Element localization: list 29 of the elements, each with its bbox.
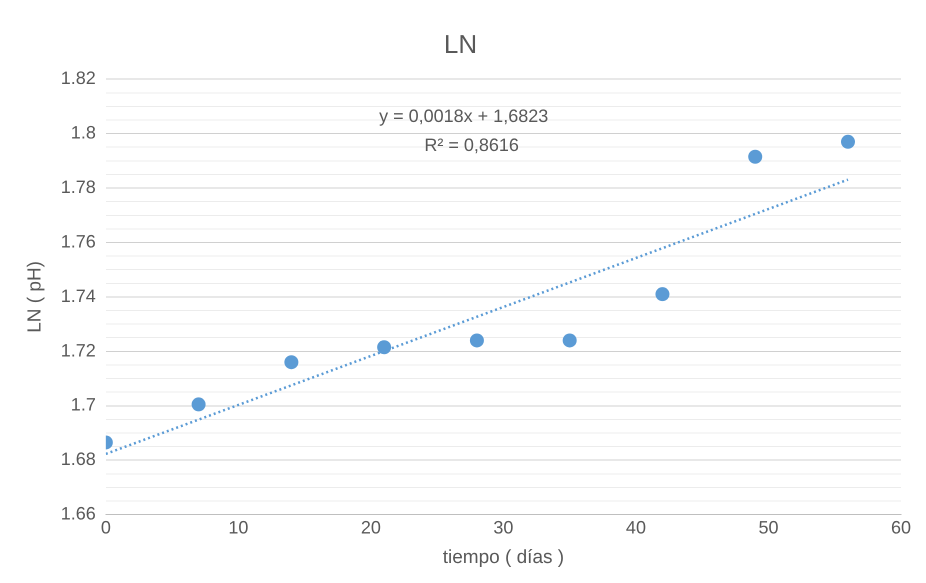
x-tick-label: 0 — [100, 517, 111, 538]
y-tick-label: 1.72 — [60, 340, 96, 360]
chart-title: LN — [444, 28, 478, 59]
point — [192, 397, 206, 412]
point — [470, 333, 484, 348]
point — [562, 333, 577, 348]
annotation: y = 0,0018x + 1,6823 — [379, 106, 548, 126]
point — [377, 340, 392, 354]
y-tick-label: 1.78 — [60, 177, 96, 198]
y-tick-label: 1.74 — [60, 286, 96, 306]
x-tick-label: 40 — [626, 517, 646, 538]
annotation: R² = 0,8616 — [424, 135, 519, 156]
y-tick-label: 1.82 — [60, 68, 96, 88]
y-tick-label: 1.8 — [70, 122, 96, 143]
point — [748, 150, 762, 164]
point — [284, 355, 298, 370]
point — [840, 134, 855, 149]
point — [655, 287, 670, 302]
x-tick-label: 30 — [493, 517, 514, 538]
x-tick-label: 50 — [758, 517, 778, 538]
y-tick-label: 1.7 — [70, 394, 96, 415]
y-tick-label: 1.66 — [60, 504, 96, 524]
y-axis-title: LN ( pH) — [24, 261, 46, 333]
x-axis-title: tiempo ( días ) — [442, 546, 564, 568]
y-tick-label: 1.68 — [60, 449, 96, 470]
x-tick-label: 20 — [360, 517, 381, 538]
x-tick-label: 60 — [890, 517, 912, 538]
y-tick-label: 1.76 — [60, 231, 96, 252]
x-tick-label: 10 — [228, 517, 248, 538]
